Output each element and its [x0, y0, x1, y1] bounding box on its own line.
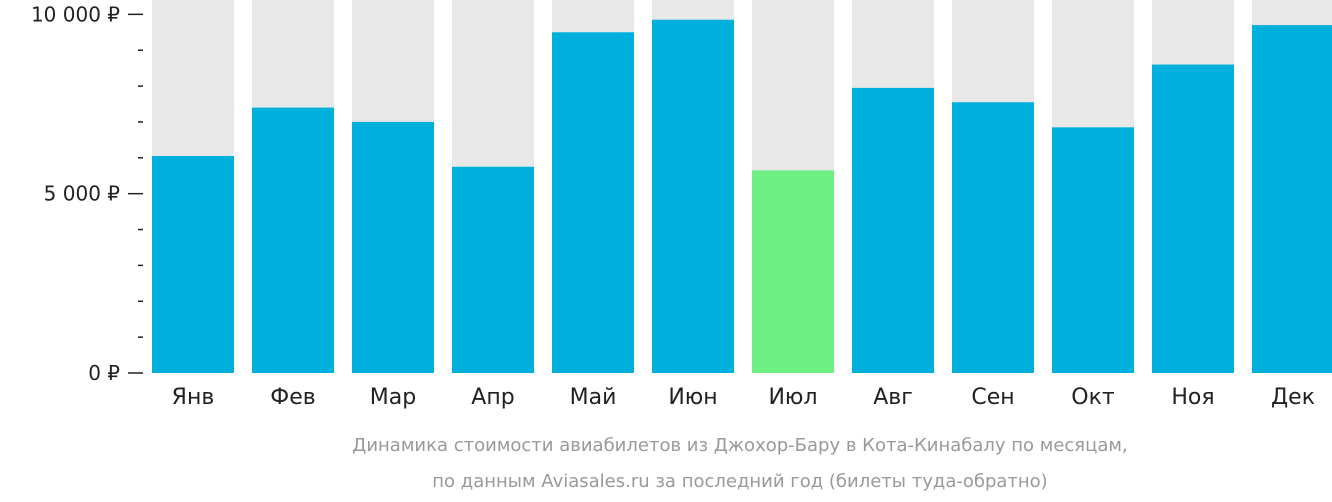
x-tick-label-8: Авг [873, 385, 913, 410]
y-tick-label-3: 10 000 ₽ [31, 2, 120, 26]
x-axis-labels: Янв Фев Мар Апр Май Июн Июл Авг Сен Окт Ноя Дек [172, 385, 1315, 410]
bar-5[interactable] [552, 32, 634, 374]
x-tick-label-7: Июл [768, 385, 817, 410]
y-tick-label-2: 5 000 ₽ [44, 182, 121, 206]
bar-6[interactable] [652, 19, 734, 374]
bar-9[interactable] [952, 102, 1034, 374]
bar-8[interactable] [852, 87, 934, 374]
caption-line-2: по данным Aviasales.ru за последний год … [432, 471, 1047, 492]
x-tick-label-12: Дек [1271, 385, 1315, 410]
x-tick-label-3: Мар [370, 385, 416, 410]
y-axis: 0 ₽ 5 000 ₽ 10 000 ₽ [31, 2, 143, 385]
bar-11[interactable] [1152, 64, 1234, 374]
x-tick-label-10: Окт [1071, 385, 1115, 410]
bar-3[interactable] [352, 121, 434, 373]
bar-12[interactable] [1252, 25, 1332, 373]
chart-caption: Динамика стоимости авиабилетов из Джохор… [352, 435, 1127, 492]
bar-2[interactable] [252, 107, 334, 373]
x-tick-label-1: Янв [172, 385, 215, 410]
data-bars [152, 19, 1332, 374]
caption-line-1: Динамика стоимости авиабилетов из Джохор… [352, 435, 1127, 456]
x-tick-label-6: Июн [668, 385, 717, 410]
x-tick-label-4: Апр [471, 385, 514, 410]
bar-4[interactable] [452, 166, 534, 373]
x-tick-label-11: Ноя [1171, 385, 1214, 410]
x-tick-label-5: Май [570, 385, 617, 410]
x-tick-label-2: Фев [270, 385, 315, 410]
y-tick-label-1: 0 ₽ [88, 361, 120, 385]
bar-1[interactable] [152, 156, 234, 373]
bar-7[interactable] [752, 170, 834, 373]
x-tick-label-9: Сен [971, 385, 1014, 410]
bar-10[interactable] [1052, 127, 1134, 373]
